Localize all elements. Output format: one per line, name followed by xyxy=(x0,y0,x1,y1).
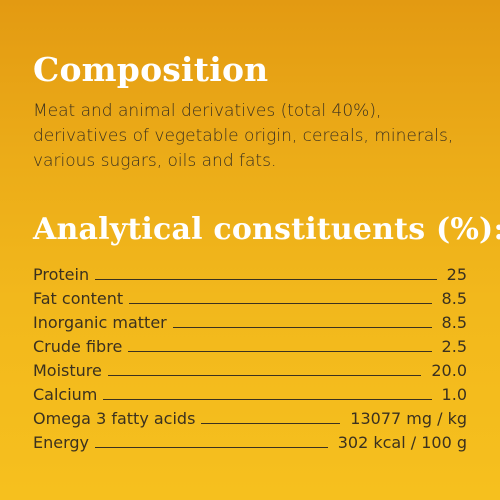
leader-line xyxy=(103,399,432,400)
constituent-label: Protein xyxy=(33,265,90,284)
constituent-label: Omega 3 fatty acids xyxy=(33,409,196,428)
constituent-label: Inorganic matter xyxy=(33,313,167,332)
composition-heading: Composition xyxy=(33,50,269,89)
leader-line xyxy=(95,447,328,448)
constituent-value: 302 kcal / 100 g xyxy=(337,433,467,452)
constituent-row-inorganic-matter: Inorganic matter 8.5 xyxy=(33,309,467,333)
analytical-constituents-heading: Analytical constituents (%): xyxy=(33,212,500,247)
constituent-label: Crude fibre xyxy=(33,337,123,356)
constituent-row-crude-fibre: Crude fibre 2.5 xyxy=(33,333,467,357)
leader-line xyxy=(107,375,422,376)
constituent-value: 8.5 xyxy=(441,289,467,308)
leader-line xyxy=(201,423,341,424)
constituent-row-fat-content: Fat content 8.5 xyxy=(33,285,467,309)
constituent-value: 13077 mg / kg xyxy=(350,409,467,428)
leader-line xyxy=(172,327,432,328)
constituent-row-calcium: Calcium 1.0 xyxy=(33,381,467,405)
constituent-value: 8.5 xyxy=(441,313,467,332)
leader-line xyxy=(128,351,432,352)
composition-line: various sugars, oils and fats. xyxy=(33,151,277,171)
leader-line xyxy=(129,303,432,304)
constituent-value: 2.5 xyxy=(441,337,467,356)
composition-text: Meat and animal derivatives (total 40%),… xyxy=(33,99,483,174)
constituent-row-moisture: Moisture 20.0 xyxy=(33,357,467,381)
constituent-value: 25 xyxy=(446,265,467,284)
composition-line: Meat and animal derivatives (total 40%), xyxy=(33,101,382,121)
constituent-row-protein: Protein 25 xyxy=(33,261,467,285)
constituent-row-omega-3: Omega 3 fatty acids 13077 mg / kg xyxy=(33,405,467,429)
constituent-row-energy: Energy 302 kcal / 100 g xyxy=(33,429,467,453)
constituent-label: Fat content xyxy=(33,289,124,308)
composition-line: derivatives of vegetable origin, cereals… xyxy=(33,126,454,146)
leader-line xyxy=(95,279,437,280)
constituent-label: Calcium xyxy=(33,385,98,404)
constituent-label: Moisture xyxy=(33,361,102,380)
constituent-label: Energy xyxy=(33,433,90,452)
constituent-value: 20.0 xyxy=(431,361,467,380)
constituents-list: Protein 25 Fat content 8.5 Inorganic mat… xyxy=(33,261,467,453)
constituent-value: 1.0 xyxy=(441,385,467,404)
